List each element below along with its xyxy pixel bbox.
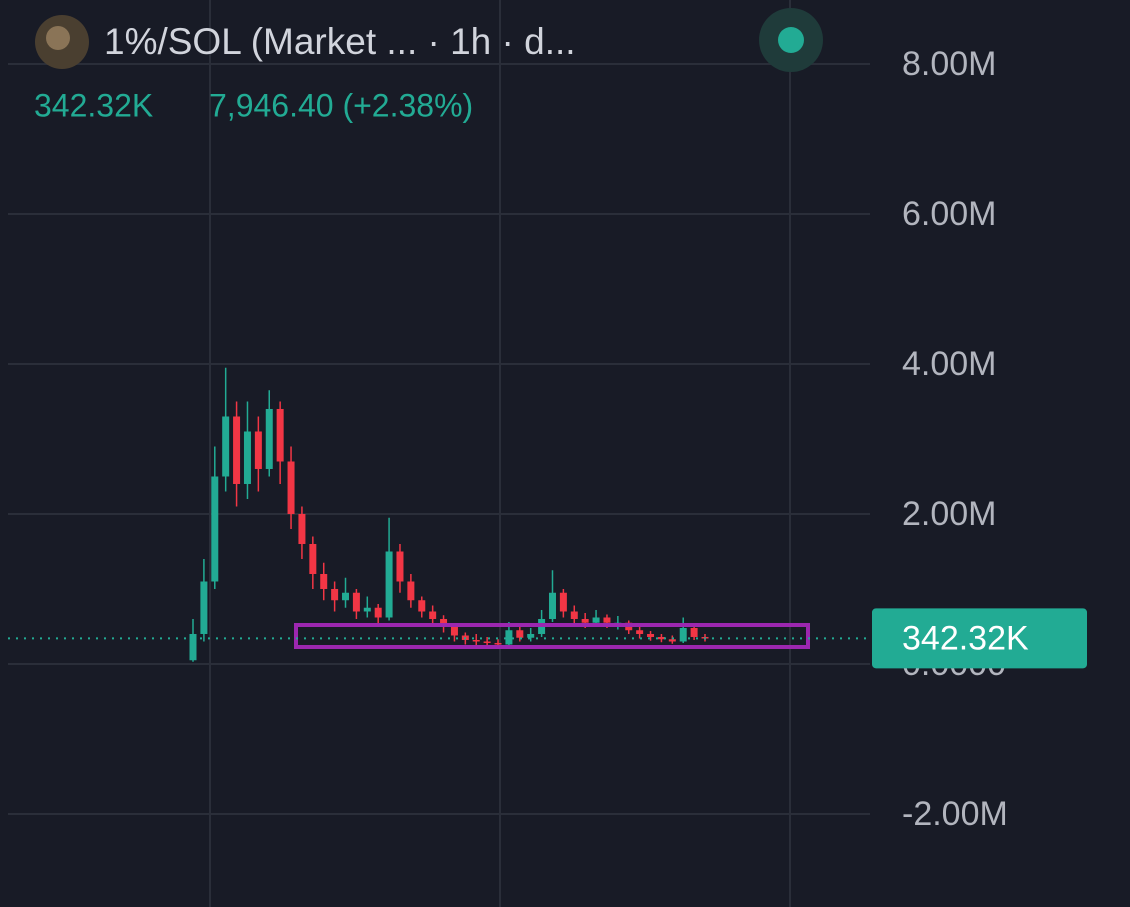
candle-body (668, 639, 676, 642)
candle-body (690, 627, 698, 637)
candle-body (418, 600, 426, 612)
candle-body (548, 592, 556, 619)
candle-body (200, 581, 208, 634)
candle-body (559, 592, 567, 612)
candle-body (657, 636, 665, 640)
candle-body (363, 607, 371, 612)
y-tick-label: 8.00M (902, 45, 997, 83)
candle-body (516, 630, 524, 638)
candle-body (450, 626, 458, 636)
header-value: 342.32K (34, 87, 153, 123)
candle-body (352, 592, 360, 612)
candle-body (505, 630, 513, 645)
highlight-box (294, 623, 810, 649)
candle-body (407, 581, 415, 601)
candle-body (276, 408, 284, 462)
token-icon-detail (46, 26, 70, 50)
candle-body (298, 513, 306, 544)
candle-body (527, 633, 535, 638)
candle-body (581, 618, 589, 623)
candle-body (211, 476, 219, 582)
candle-body (287, 461, 295, 514)
candle-body (243, 431, 251, 484)
last-price-label: 342.32K (902, 619, 1029, 657)
candle-body (494, 642, 502, 645)
candle-body (342, 592, 350, 601)
candle-body (189, 633, 197, 661)
grid (209, 0, 791, 907)
candle-body (233, 416, 241, 484)
candle-body (265, 408, 273, 469)
last-price-tag (872, 608, 1087, 669)
y-tick-label: 6.00M (902, 195, 997, 233)
candle-body (222, 416, 230, 477)
candle-body (603, 617, 611, 623)
candle-body (374, 607, 382, 618)
candles (189, 367, 709, 662)
candle-body (483, 641, 491, 643)
candle-body (679, 627, 687, 642)
candle-body (592, 617, 600, 623)
candle-body (636, 630, 644, 634)
y-tick-label: -2.00M (902, 795, 1008, 833)
candle-body (385, 551, 393, 618)
candle-body (472, 639, 480, 642)
header-change: 7,946.40 (+2.38%) (209, 87, 473, 123)
candle-body (331, 588, 339, 601)
y-tick-label: 2.00M (902, 495, 997, 533)
candle-body (320, 573, 328, 589)
chart-title: 1%/SOL (Market ... · 1h · d... (104, 21, 576, 62)
candle-body (570, 611, 578, 619)
candle-body (396, 551, 404, 582)
candle-body (254, 431, 262, 469)
candle-body (647, 633, 655, 637)
candle-body (440, 618, 448, 627)
last-price: 342.32K (8, 608, 1087, 669)
y-tick-label: 4.00M (902, 345, 997, 383)
candle-body (309, 543, 317, 574)
candle-body (429, 611, 437, 619)
status-dot (778, 27, 804, 53)
